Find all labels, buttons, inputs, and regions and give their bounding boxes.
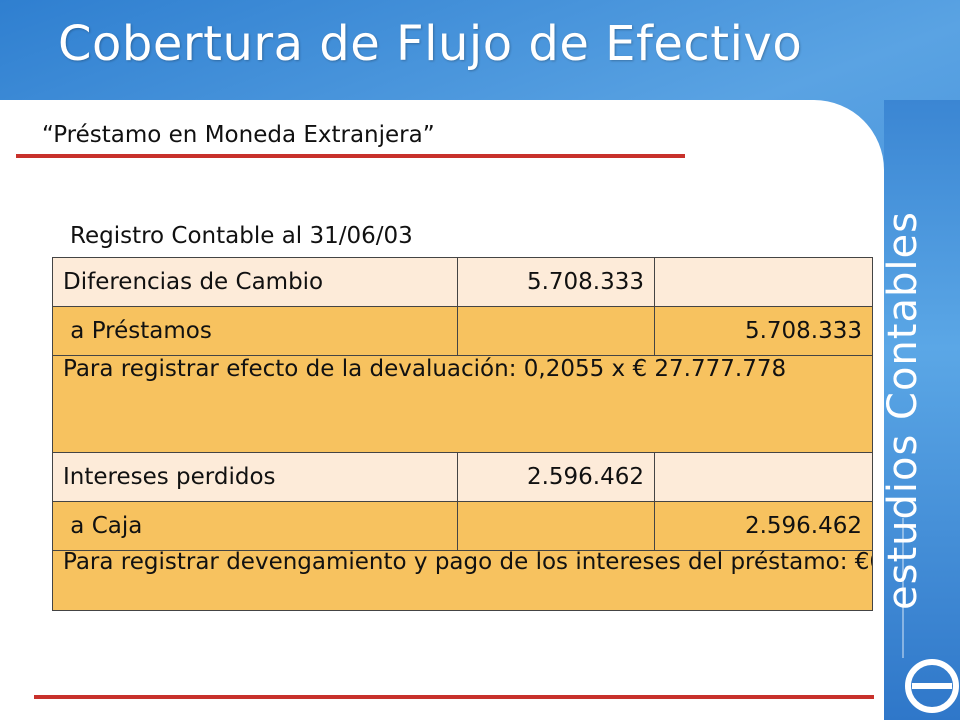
debit-cell: 5.708.333 <box>457 257 655 307</box>
journal-entry-table: Diferencias de Cambio 5.708.333 a Présta… <box>52 257 873 611</box>
table-row-note: Para registrar devengamiento y pago de l… <box>52 550 873 611</box>
table-row: a Caja 2.596.462 <box>52 501 873 551</box>
table-row: a Préstamos 5.708.333 <box>52 306 873 356</box>
footer-divider <box>34 695 874 699</box>
registro-label: Registro Contable al 31/06/03 <box>70 223 413 249</box>
debit-cell: 2.596.462 <box>457 452 655 502</box>
e-brand-logo-icon <box>902 518 959 713</box>
debit-cell <box>457 501 655 551</box>
subtitle-divider <box>16 154 685 158</box>
table-row: Intereses perdidos 2.596.462 <box>52 452 873 502</box>
table-row: Diferencias de Cambio 5.708.333 <box>52 257 873 307</box>
debit-cell <box>457 306 655 356</box>
brand-logo-text: estudios Contables <box>880 211 926 610</box>
credit-cell: 2.596.462 <box>654 501 873 551</box>
account-cell: Intereses perdidos <box>52 452 458 502</box>
account-cell: Diferencias de Cambio <box>52 257 458 307</box>
credit-cell: 5.708.333 <box>654 306 873 356</box>
credit-cell <box>654 257 873 307</box>
account-cell: a Préstamos <box>52 306 458 356</box>
slide-title: Cobertura de Flujo de Efectivo <box>58 16 803 72</box>
entry-note: Para registrar devengamiento y pago de l… <box>52 550 873 611</box>
slide-subtitle: “Préstamo en Moneda Extranjera” <box>42 122 435 148</box>
entry-note: Para registrar efecto de la devaluación:… <box>52 355 873 453</box>
account-cell: a Caja <box>52 501 458 551</box>
table-row-note: Para registrar efecto de la devaluación:… <box>52 355 873 453</box>
credit-cell <box>654 452 873 502</box>
right-side-band <box>884 100 960 720</box>
